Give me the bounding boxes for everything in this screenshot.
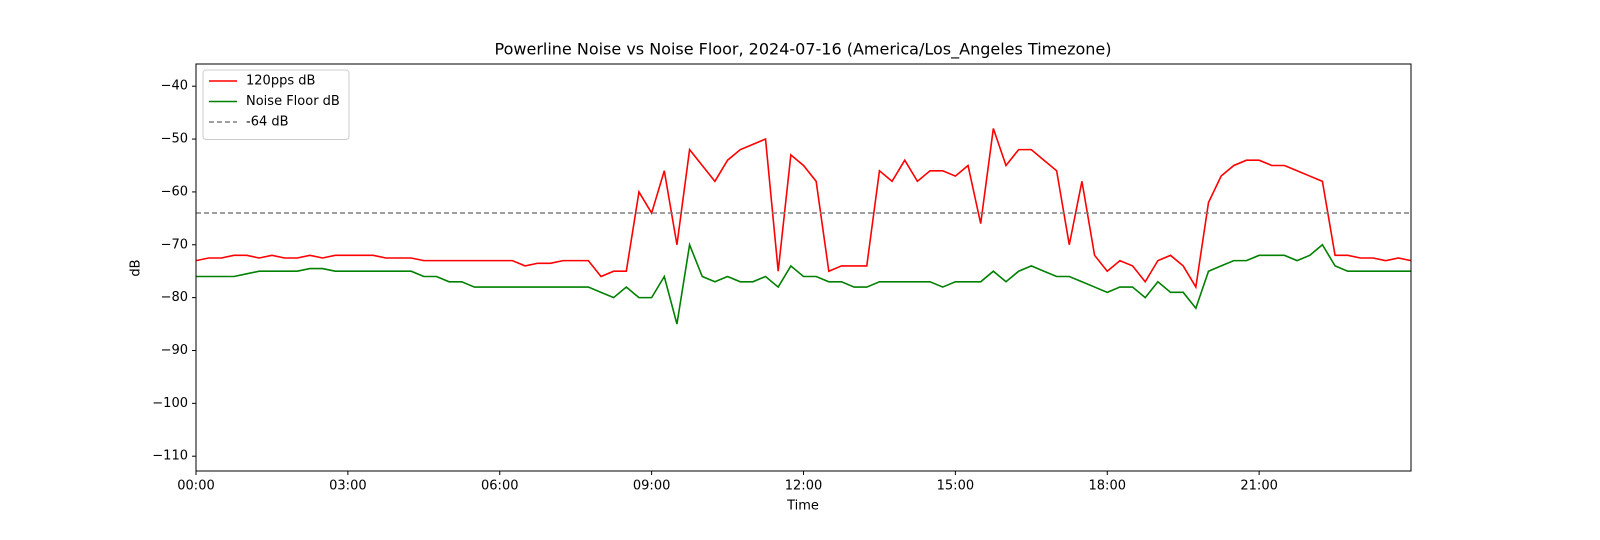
legend-label: Noise Floor dB	[246, 94, 340, 109]
x-tick-label: 09:00	[633, 479, 670, 494]
plot-frame	[195, 63, 1412, 472]
x-tick-label: 03:00	[329, 479, 366, 494]
x-tick-label: 12:00	[785, 479, 822, 494]
legend-box	[202, 69, 350, 140]
x-tick-label: 18:00	[1089, 479, 1126, 494]
y-tick-label: −60	[161, 184, 188, 199]
y-tick-label: −110	[152, 449, 188, 464]
x-tick-label: 21:00	[1240, 479, 1277, 494]
series-line	[196, 128, 1411, 290]
series-line	[196, 241, 1411, 325]
y-tick-label: −90	[161, 343, 188, 358]
chart-title: Powerline Noise vs Noise Floor, 2024-07-…	[495, 40, 1112, 60]
y-tick-label: −40	[161, 79, 188, 94]
y-tick-label: −50	[161, 132, 188, 147]
x-tick-label: 15:00	[937, 479, 974, 494]
x-tick-label: 00:00	[177, 479, 214, 494]
y-tick-label: −80	[161, 290, 188, 305]
y-axis-label: dB	[129, 259, 144, 276]
legend-label: -64 dB	[246, 115, 289, 130]
x-axis-label: Time	[786, 499, 819, 514]
x-tick-label: 06:00	[481, 479, 518, 494]
y-tick-label: −70	[161, 237, 188, 252]
y-tick-label: −100	[152, 396, 188, 411]
legend-label: 120pps dB	[246, 74, 315, 89]
